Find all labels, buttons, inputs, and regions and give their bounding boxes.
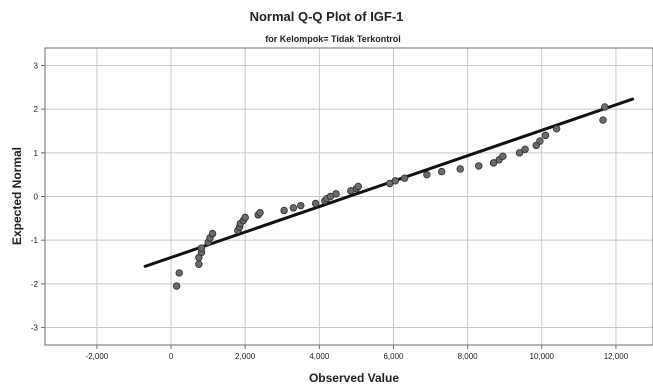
tick-layer: -2,000 0 2,000 4,000 6,000 8,000 10,000 12,000 -… bbox=[31, 61, 629, 361]
y-tick-label: -3 bbox=[31, 324, 39, 333]
data-point bbox=[256, 208, 264, 217]
y-tick-label: 0 bbox=[34, 193, 39, 202]
x-tick-label: -2,000 bbox=[86, 352, 109, 361]
data-point bbox=[599, 116, 607, 124]
data-point bbox=[208, 229, 217, 238]
data-point bbox=[391, 177, 400, 185]
data-point bbox=[536, 137, 544, 145]
x-tick-label: 2,000 bbox=[235, 352, 256, 361]
y-tick-label: -2 bbox=[31, 280, 39, 289]
data-point bbox=[195, 260, 203, 268]
data-point bbox=[499, 152, 507, 161]
scatter-points-layer bbox=[172, 103, 609, 290]
data-point bbox=[552, 125, 561, 133]
y-tick-label: 1 bbox=[34, 149, 39, 158]
x-tick-label: 4,000 bbox=[309, 352, 330, 361]
data-point bbox=[354, 182, 362, 191]
data-point bbox=[197, 244, 206, 252]
data-point bbox=[289, 204, 298, 212]
data-point bbox=[437, 167, 446, 176]
data-point bbox=[489, 159, 498, 167]
y-tick-label: 2 bbox=[34, 105, 39, 114]
data-point bbox=[172, 282, 181, 290]
data-point bbox=[423, 170, 431, 179]
grid-layer bbox=[45, 48, 653, 345]
x-tick-label: 8,000 bbox=[458, 352, 479, 361]
x-tick-label: 0 bbox=[169, 352, 174, 361]
data-point bbox=[541, 131, 550, 140]
x-tick-label: 10,000 bbox=[530, 352, 555, 361]
data-point bbox=[311, 199, 320, 208]
data-point bbox=[515, 149, 524, 157]
chart-subtitle: for Kelompok= Tidak Terkontrol bbox=[265, 34, 400, 44]
data-point bbox=[601, 103, 609, 111]
data-point bbox=[280, 206, 288, 215]
data-point bbox=[175, 269, 183, 277]
data-point bbox=[475, 162, 483, 170]
x-axis-label: Observed Value bbox=[309, 371, 399, 385]
data-point bbox=[332, 190, 340, 198]
data-point bbox=[400, 174, 409, 182]
data-point bbox=[297, 201, 305, 210]
x-tick-label: 12,000 bbox=[604, 352, 629, 361]
chart-title: Normal Q-Q Plot of IGF-1 bbox=[250, 9, 404, 24]
data-point bbox=[456, 165, 464, 173]
data-point bbox=[241, 213, 249, 222]
y-axis-label: Expected Normal bbox=[10, 147, 24, 245]
x-tick-label: 6,000 bbox=[383, 352, 404, 361]
data-point bbox=[521, 145, 529, 154]
y-tick-label: 3 bbox=[34, 61, 39, 70]
y-tick-label: -1 bbox=[31, 236, 39, 245]
